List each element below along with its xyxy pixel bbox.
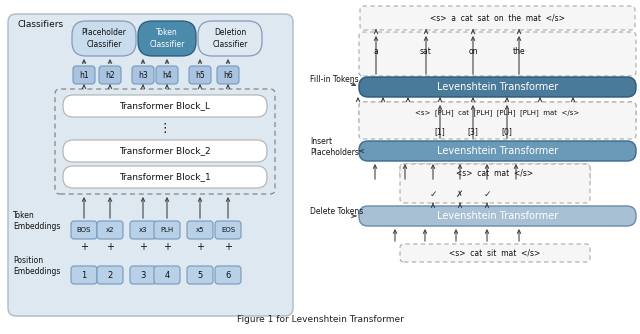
FancyBboxPatch shape: [400, 164, 590, 182]
FancyBboxPatch shape: [63, 95, 267, 117]
Text: 3: 3: [140, 271, 146, 280]
Text: Token
Embeddings: Token Embeddings: [13, 211, 60, 231]
FancyBboxPatch shape: [215, 266, 241, 284]
FancyBboxPatch shape: [63, 166, 267, 188]
FancyBboxPatch shape: [138, 21, 196, 56]
Text: Figure 1 for Levenshtein Transformer: Figure 1 for Levenshtein Transformer: [237, 315, 403, 324]
Text: Token
Classifier: Token Classifier: [149, 28, 185, 48]
Text: ⋮: ⋮: [159, 122, 172, 135]
Text: sat: sat: [420, 46, 432, 55]
Text: h5: h5: [195, 70, 205, 79]
Text: h6: h6: [223, 70, 233, 79]
Text: PLH: PLH: [161, 227, 173, 233]
FancyBboxPatch shape: [359, 102, 636, 124]
Text: Transformer Block_L: Transformer Block_L: [120, 102, 211, 111]
Text: <s>  a  cat  sat  on  the  mat  </s>: <s> a cat sat on the mat </s>: [430, 13, 565, 22]
FancyBboxPatch shape: [8, 14, 293, 316]
Text: Levenshtein Transformer: Levenshtein Transformer: [437, 82, 558, 92]
Text: +: +: [163, 242, 171, 252]
FancyBboxPatch shape: [154, 266, 180, 284]
Text: Transformer Block_2: Transformer Block_2: [119, 147, 211, 156]
FancyBboxPatch shape: [156, 66, 178, 84]
FancyBboxPatch shape: [400, 244, 590, 262]
Text: a: a: [374, 46, 378, 55]
Text: [1]: [1]: [435, 128, 445, 137]
FancyBboxPatch shape: [198, 21, 262, 56]
Text: h4: h4: [162, 70, 172, 79]
FancyBboxPatch shape: [97, 266, 123, 284]
FancyBboxPatch shape: [63, 140, 267, 162]
FancyBboxPatch shape: [71, 266, 97, 284]
FancyBboxPatch shape: [187, 221, 213, 239]
Text: <s>  [PLH]  cat  [PLH]  [PLH]  [PLH]  mat  </s>: <s> [PLH] cat [PLH] [PLH] [PLH] mat </s>: [415, 110, 580, 116]
Text: ✓: ✓: [429, 189, 436, 198]
Text: h2: h2: [105, 70, 115, 79]
Text: BOS: BOS: [77, 227, 91, 233]
FancyBboxPatch shape: [73, 66, 95, 84]
FancyBboxPatch shape: [360, 6, 635, 30]
Text: +: +: [106, 242, 114, 252]
Text: Insert
Placeholders: Insert Placeholders: [310, 137, 359, 157]
Text: Transformer Block_1: Transformer Block_1: [119, 172, 211, 181]
FancyBboxPatch shape: [154, 221, 180, 239]
Text: Delete Tokens: Delete Tokens: [310, 207, 364, 216]
FancyBboxPatch shape: [130, 266, 156, 284]
Text: +: +: [80, 242, 88, 252]
Text: +: +: [139, 242, 147, 252]
Text: +: +: [224, 242, 232, 252]
Text: EOS: EOS: [221, 227, 235, 233]
Text: Classifiers: Classifiers: [18, 20, 64, 29]
Text: 2: 2: [108, 271, 113, 280]
FancyBboxPatch shape: [71, 221, 97, 239]
FancyBboxPatch shape: [400, 164, 590, 203]
FancyBboxPatch shape: [359, 206, 636, 226]
Text: +: +: [196, 242, 204, 252]
FancyBboxPatch shape: [359, 32, 636, 76]
Text: <s>  cat  mat  </s>: <s> cat mat </s>: [456, 168, 534, 177]
Text: Deletion
Classifier: Deletion Classifier: [212, 28, 248, 48]
Text: [3]: [3]: [468, 128, 479, 137]
Text: 5: 5: [197, 271, 203, 280]
FancyBboxPatch shape: [359, 102, 636, 139]
FancyBboxPatch shape: [189, 66, 211, 84]
Text: 6: 6: [225, 271, 230, 280]
Text: Position
Embeddings: Position Embeddings: [13, 256, 60, 276]
Text: ✓: ✓: [483, 189, 491, 198]
FancyBboxPatch shape: [359, 141, 636, 161]
Text: [0]: [0]: [502, 128, 513, 137]
FancyBboxPatch shape: [97, 221, 123, 239]
Text: x5: x5: [196, 227, 204, 233]
Text: 4: 4: [164, 271, 170, 280]
FancyBboxPatch shape: [359, 77, 636, 97]
FancyBboxPatch shape: [72, 21, 136, 56]
FancyBboxPatch shape: [132, 66, 154, 84]
FancyBboxPatch shape: [130, 221, 156, 239]
Text: 1: 1: [81, 271, 86, 280]
FancyBboxPatch shape: [215, 221, 241, 239]
FancyBboxPatch shape: [187, 266, 213, 284]
Text: Fill-in Tokens: Fill-in Tokens: [310, 74, 358, 84]
Text: h1: h1: [79, 70, 89, 79]
Text: the: the: [513, 46, 525, 55]
Text: h3: h3: [138, 70, 148, 79]
Text: ✗: ✗: [456, 189, 464, 198]
Text: on: on: [468, 46, 477, 55]
Text: Placeholder
Classifier: Placeholder Classifier: [81, 28, 127, 48]
Text: x2: x2: [106, 227, 115, 233]
FancyBboxPatch shape: [99, 66, 121, 84]
Text: <s>  cat  sit  mat  </s>: <s> cat sit mat </s>: [449, 248, 541, 258]
FancyBboxPatch shape: [217, 66, 239, 84]
Text: Levenshtein Transformer: Levenshtein Transformer: [437, 146, 558, 156]
Text: Levenshtein Transformer: Levenshtein Transformer: [437, 211, 558, 221]
Text: x3: x3: [139, 227, 147, 233]
